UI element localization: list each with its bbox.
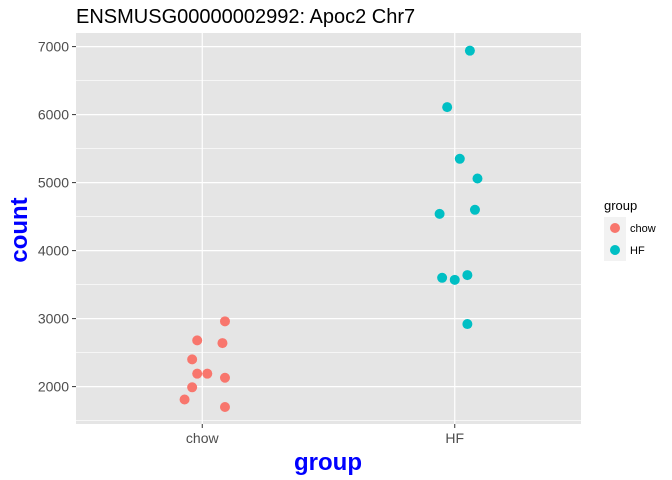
data-point-chow bbox=[192, 368, 203, 379]
data-point-chow bbox=[219, 372, 230, 383]
x-tick-label: HF bbox=[445, 430, 464, 446]
y-axis: 2000 3000 4000 5000 6000 7000 bbox=[38, 39, 76, 395]
minor-gridlines bbox=[76, 80, 581, 421]
data-point-chow bbox=[219, 402, 230, 412]
data-point-HF bbox=[464, 45, 475, 56]
legend-label-chow: chow bbox=[630, 223, 656, 235]
data-point-chow bbox=[187, 382, 198, 393]
major-gridlines bbox=[76, 33, 581, 424]
data-point-chow bbox=[187, 354, 198, 365]
data-point-HF bbox=[469, 204, 480, 215]
data-point-HF bbox=[449, 274, 460, 285]
y-tick-label: 6000 bbox=[38, 107, 69, 123]
y-axis-title: count bbox=[6, 197, 33, 262]
y-tick-label: 2000 bbox=[38, 379, 69, 395]
data-point-chow bbox=[202, 368, 213, 379]
data-point-HF bbox=[454, 153, 465, 164]
y-tick-label: 7000 bbox=[38, 39, 69, 55]
data-points bbox=[179, 45, 483, 412]
legend-label-HF: HF bbox=[630, 245, 645, 257]
y-tick-label: 3000 bbox=[38, 311, 69, 327]
y-tick-label: 4000 bbox=[38, 243, 69, 259]
legend: group chow HF bbox=[604, 198, 656, 261]
data-point-HF bbox=[442, 102, 453, 113]
data-point-HF bbox=[462, 270, 473, 281]
data-point-HF bbox=[472, 173, 483, 184]
legend-marker-chow bbox=[610, 223, 620, 233]
data-point-HF bbox=[462, 319, 473, 330]
plot-panel bbox=[76, 33, 581, 424]
data-point-HF bbox=[434, 208, 445, 219]
legend-marker-HF bbox=[610, 245, 620, 255]
chart-title: ENSMUSG00000002992: Apoc2 Chr7 bbox=[76, 6, 415, 28]
data-point-chow bbox=[219, 316, 230, 327]
data-point-chow bbox=[217, 338, 228, 349]
x-axis: chow HF bbox=[186, 424, 464, 446]
x-tick-label: chow bbox=[186, 430, 220, 446]
data-point-HF bbox=[437, 272, 448, 283]
x-axis-title: group bbox=[294, 449, 362, 476]
y-tick-label: 5000 bbox=[38, 175, 69, 191]
data-point-chow bbox=[192, 335, 203, 346]
data-point-chow bbox=[179, 394, 190, 405]
legend-title: group bbox=[604, 198, 637, 213]
